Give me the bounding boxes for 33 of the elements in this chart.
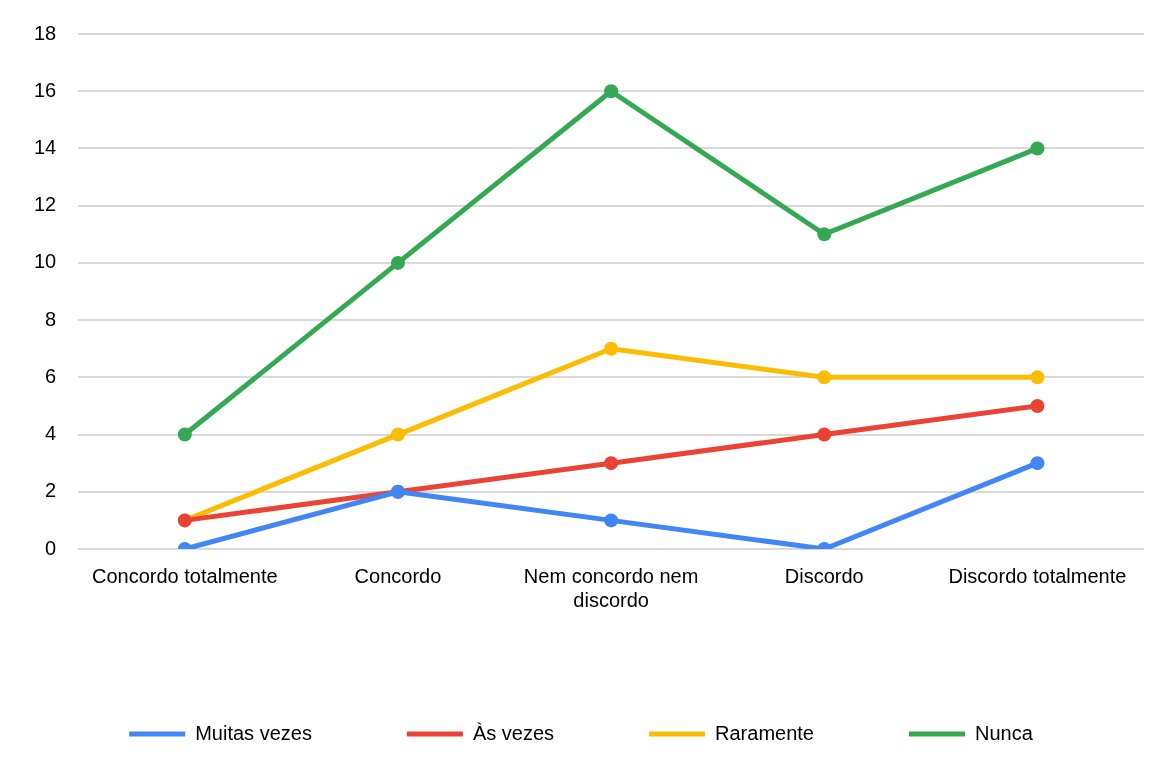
x-tick-label: Discordo totalmente — [948, 564, 1127, 587]
y-tick-label: 10 — [34, 250, 57, 273]
point — [817, 227, 832, 242]
x-tick-label: Concordo — [354, 564, 442, 587]
point — [604, 456, 619, 471]
legend-label: Raramente — [715, 721, 814, 744]
point — [390, 255, 405, 270]
y-tick-label: 2 — [45, 479, 57, 502]
point — [817, 370, 832, 385]
x-tick-label: Discordo — [784, 564, 864, 587]
legend-label: Muitas vezes — [195, 721, 312, 744]
y-tick-label: 14 — [34, 135, 57, 158]
y-tick-label: 8 — [45, 307, 57, 330]
point — [1030, 141, 1045, 156]
point — [1030, 456, 1045, 471]
y-tick-label: 18 — [34, 21, 57, 44]
point — [604, 341, 619, 356]
point — [817, 427, 832, 442]
y-tick-label: 12 — [34, 193, 57, 216]
x-tick-label: Concordo totalmente — [91, 564, 278, 587]
legend-label: Nunca — [974, 721, 1034, 744]
point — [604, 84, 619, 99]
y-tick-label: 6 — [45, 364, 57, 387]
y-tick-label: 16 — [34, 78, 57, 101]
point — [390, 427, 405, 442]
point — [1030, 370, 1045, 385]
y-tick-label: 0 — [45, 536, 57, 559]
point — [177, 427, 192, 442]
point — [1030, 398, 1045, 413]
x-tick-label: Nem concordo nem discordo — [523, 564, 699, 611]
y-tick-label: 4 — [45, 422, 57, 445]
legend-label: Às vezes — [472, 721, 555, 744]
point — [604, 513, 619, 528]
